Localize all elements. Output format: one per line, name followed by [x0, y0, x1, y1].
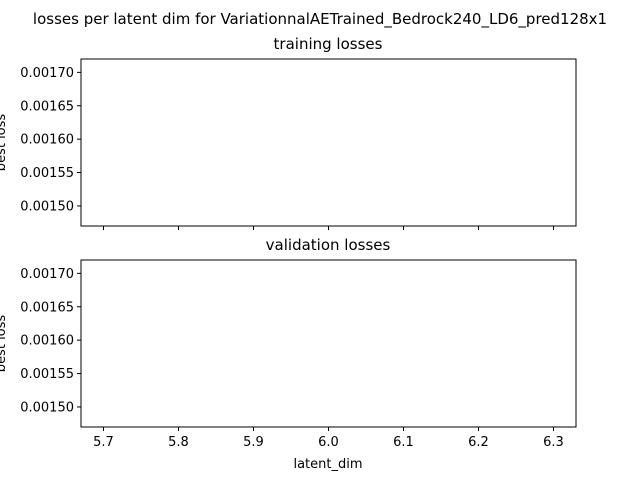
training-ytick-label: 0.00150	[20, 199, 74, 214]
validation-losses-title: validation losses	[266, 236, 391, 254]
training-losses-subplot: training losses best loss 0.00150 0.00155…	[0, 35, 577, 230]
training-losses-title: training losses	[274, 35, 383, 53]
training-losses-ylabel: best loss	[0, 114, 9, 172]
xtick-label: 5.8	[168, 435, 189, 450]
validation-ytick-label: 0.00160	[20, 334, 74, 349]
validation-losses-ylabel: best loss	[0, 315, 9, 373]
xtick-label: 6.3	[543, 435, 564, 450]
training-losses-axes-frame	[80, 58, 577, 227]
training-ytick-label: 0.00160	[20, 133, 74, 148]
training-ytick-label: 0.00170	[20, 66, 74, 81]
xtick-label: 5.7	[93, 435, 114, 450]
validation-ytick-label: 0.00165	[20, 300, 74, 315]
validation-losses-subplot: validation losses best loss 0.001500.001…	[0, 236, 577, 450]
xtick-label: 6.0	[318, 435, 339, 450]
training-losses-ticks: 0.00150 0.00155 0.00160 0.00165 0.00170	[20, 66, 554, 230]
xtick-label: 6.2	[468, 435, 489, 450]
validation-ytick-label: 0.00170	[20, 267, 74, 282]
validation-losses-ticks: 0.00150 0.00155 0.00160 0.00165 0.00170 5.7 5.…	[20, 267, 564, 450]
x-axis-label: latent_dim	[293, 457, 362, 472]
xtick-label: 5.9	[243, 435, 264, 450]
validation-ytick-label: 0.00155	[20, 367, 74, 382]
training-ytick-label: 0.00165	[20, 99, 74, 114]
validation-losses-axes-frame	[80, 259, 577, 428]
validation-ytick-label: 0.00150	[20, 400, 74, 415]
figure-suptitle: losses per latent dim for VariationnalAE…	[33, 10, 607, 29]
training-ytick-label: 0.00155	[20, 166, 74, 181]
xtick-label: 6.1	[393, 435, 414, 450]
